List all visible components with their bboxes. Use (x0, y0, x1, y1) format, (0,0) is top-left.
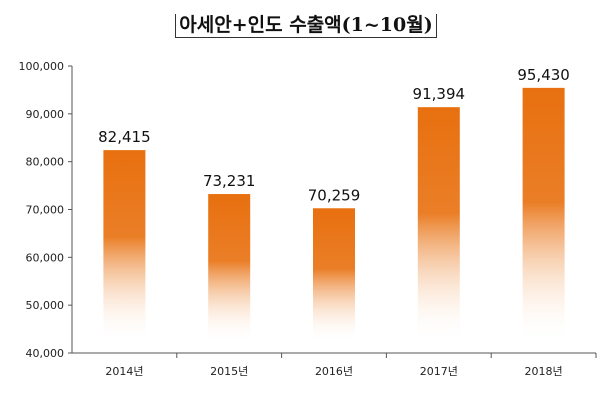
bar (417, 107, 460, 343)
y-tick-label: 60,000 (26, 251, 65, 264)
y-tick-label: 80,000 (26, 156, 65, 169)
y-tick-label: 40,000 (26, 347, 65, 360)
x-tick-label: 2015년 (210, 365, 248, 378)
y-tick-label: 70,000 (26, 204, 65, 217)
y-tick-label: 100,000 (19, 60, 65, 73)
bar (208, 194, 251, 343)
data-label: 95,430 (517, 66, 570, 84)
bar (522, 87, 565, 343)
data-label: 70,259 (308, 186, 361, 204)
bar (313, 208, 355, 343)
chart-title: 아세안+인도 수출액(1~10월) (0, 14, 612, 38)
y-tick-label: 50,000 (26, 299, 65, 312)
y-axis-ticks: 40,000 50,000 60,000 70,000 80,000 90,000 100,… (19, 60, 72, 360)
y-tick-label: 90,000 (26, 108, 65, 121)
x-axis-labels: 2014년 2015년 2016년 2017년 2018년 (105, 365, 562, 378)
data-label: 91,394 (413, 85, 466, 103)
data-label: 73,231 (203, 172, 256, 190)
data-labels: 82,415 73,231 70,259 91,394 95,430 (98, 66, 570, 204)
bar (103, 150, 146, 343)
chart-title-text: 아세안+인도 수출액(1~10월) (175, 14, 437, 38)
x-tick-label: 2018년 (525, 365, 563, 378)
bars (103, 87, 565, 343)
x-tick-label: 2014년 (105, 365, 143, 378)
data-label: 82,415 (98, 128, 151, 146)
x-tick-label: 2017년 (420, 365, 458, 378)
x-tick-label: 2016년 (315, 365, 353, 378)
